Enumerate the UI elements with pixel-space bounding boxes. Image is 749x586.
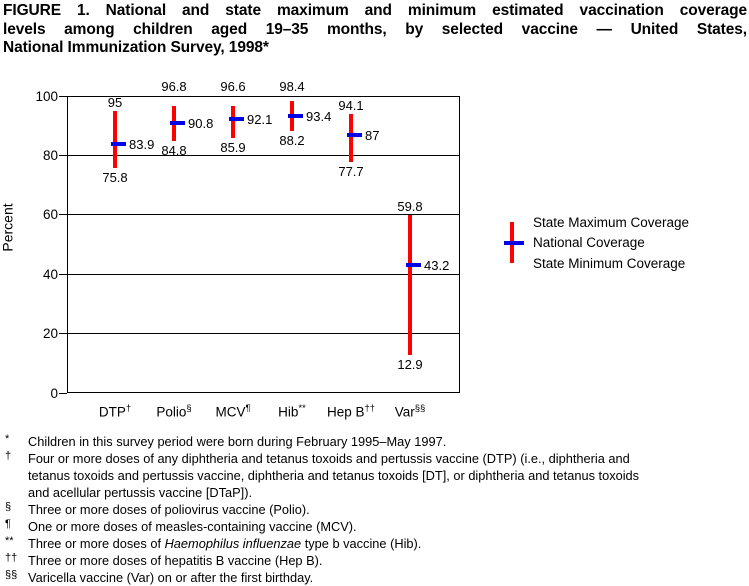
national-value-label: 83.9 xyxy=(129,136,155,152)
max-value-label: 96.6 xyxy=(220,79,246,94)
footnote-symbol: §§ xyxy=(5,569,18,581)
footnote-symbol xyxy=(5,482,28,499)
y-tick-label: 60 xyxy=(42,207,58,223)
national-tick xyxy=(170,121,185,126)
min-value-label: 85.9 xyxy=(220,139,246,155)
max-value-label: 98.4 xyxy=(279,79,305,94)
figure-title-line-3: National Immunization Survey, 1998* xyxy=(3,39,269,56)
footnote-text: Three or more doses of Haemophilus influ… xyxy=(28,535,745,552)
x-axis-label: Hep B†† xyxy=(326,403,376,420)
footnote-text: and acellular pertussis vaccine [DTaP]). xyxy=(28,485,253,500)
footnote-symbol xyxy=(5,465,28,482)
footnote-row: tetanus toxoids and pertussis vaccine, d… xyxy=(5,467,745,484)
footnote-text-pre: Three or more doses of xyxy=(28,536,165,551)
y-tick xyxy=(59,214,67,216)
footnote-row: †† Three or more doses of hepatitis B va… xyxy=(5,552,745,569)
footnote-text-italic: Haemophilus influenzae xyxy=(164,536,302,551)
legend-item-state-minimum: State Minimum Coverage xyxy=(533,256,686,271)
figure-title-line-1: FIGURE 1. National and state maximum and… xyxy=(3,2,747,19)
max-value-label: 96.8 xyxy=(161,79,187,94)
footnote-row: † Four or more doses of any diphtheria a… xyxy=(5,450,745,467)
footnote-row: ¶ One or more doses of measles-containin… xyxy=(5,518,745,535)
footnote-row: and acellular pertussis vaccine [DTaP]). xyxy=(5,484,745,501)
y-tick xyxy=(59,154,67,156)
footnote-text: Children in this survey period were born… xyxy=(28,434,447,449)
y-tick-label: 0 xyxy=(50,385,58,401)
y-tick-label: 80 xyxy=(42,147,58,163)
footnote-text: Three or more doses of poliovirus vaccin… xyxy=(28,502,310,517)
footnote-text: Four or more doses of any diphtheria and… xyxy=(28,451,630,466)
footnote-row: * Children in this survey period were bo… xyxy=(5,433,745,450)
footnote-symbol: * xyxy=(5,433,10,445)
national-tick xyxy=(288,113,303,118)
national-value-label: 87 xyxy=(365,127,380,143)
y-tick-label: 40 xyxy=(42,266,58,282)
range-line xyxy=(408,215,412,355)
min-value-label: 75.8 xyxy=(102,169,128,185)
x-axis-label: Hib** xyxy=(278,403,306,420)
x-axis-label: MCV¶ xyxy=(215,403,251,420)
y-tick-label: 100 xyxy=(35,88,58,104)
x-axis-label: Var§§ xyxy=(394,403,426,420)
footnote-symbol: † xyxy=(5,450,12,462)
gridline xyxy=(67,214,460,216)
x-axis-label: DTP† xyxy=(98,403,132,420)
max-value-label: 94.1 xyxy=(338,97,364,113)
min-value-label: 88.2 xyxy=(279,133,305,149)
footnote-text-post: type b vaccine (Hib). xyxy=(301,536,422,551)
min-value-label: 77.7 xyxy=(338,164,364,180)
max-value-label: 95 xyxy=(107,94,123,110)
range-line xyxy=(231,106,235,138)
national-value-label: 93.4 xyxy=(306,108,332,124)
national-tick xyxy=(229,117,244,122)
footnote-symbol: ¶ xyxy=(5,518,11,530)
y-tick xyxy=(59,333,67,335)
gridline xyxy=(67,154,460,156)
national-tick xyxy=(347,132,362,137)
footnote-symbol: ** xyxy=(5,535,14,547)
y-tick xyxy=(59,273,67,275)
footnote-text: Varicella vaccine (Var) on or after the … xyxy=(28,570,314,585)
footnote-row: §§ Varicella vaccine (Var) on or after t… xyxy=(5,569,745,586)
footnote-row: § Three or more doses of poliovirus vacc… xyxy=(5,501,745,518)
figure-title: FIGURE 1. National and state maximum and… xyxy=(3,2,747,58)
legend-national-tick-glyph xyxy=(504,241,524,245)
footnote-text: tetanus toxoids and pertussis vaccine, d… xyxy=(28,468,640,483)
y-tick xyxy=(59,95,67,97)
footnote-row: ** Three or more doses of Haemophilus in… xyxy=(5,535,745,552)
gridline xyxy=(67,333,460,335)
national-value-label: 90.8 xyxy=(188,116,214,132)
footnote-text: One or more doses of measles-containing … xyxy=(28,519,357,534)
range-line xyxy=(113,110,117,168)
range-line xyxy=(349,113,353,163)
footnote-text: Three or more doses of hepatitis B vacci… xyxy=(28,553,323,568)
legend-item-state-maximum: State Maximum Coverage xyxy=(533,215,690,230)
min-value-label: 12.9 xyxy=(397,356,423,372)
footnote-symbol: †† xyxy=(5,552,18,564)
national-value-label: 92.1 xyxy=(247,112,273,128)
y-tick xyxy=(59,392,67,394)
footnote-symbol: § xyxy=(5,501,12,513)
x-axis-label: Polio§ xyxy=(156,403,192,420)
figure-title-line-2: levels among children aged 19–35 months,… xyxy=(3,20,747,38)
max-value-label: 59.8 xyxy=(397,199,423,215)
footnotes: * Children in this survey period were bo… xyxy=(5,433,745,586)
national-tick xyxy=(111,141,126,146)
national-value-label: 43.2 xyxy=(424,257,450,273)
gridline xyxy=(67,273,460,275)
min-value-label: 84.8 xyxy=(161,143,187,159)
national-tick xyxy=(406,262,421,267)
plot-area xyxy=(67,96,460,393)
legend-item-national: National Coverage xyxy=(533,235,645,250)
y-tick-label: 20 xyxy=(42,326,58,342)
